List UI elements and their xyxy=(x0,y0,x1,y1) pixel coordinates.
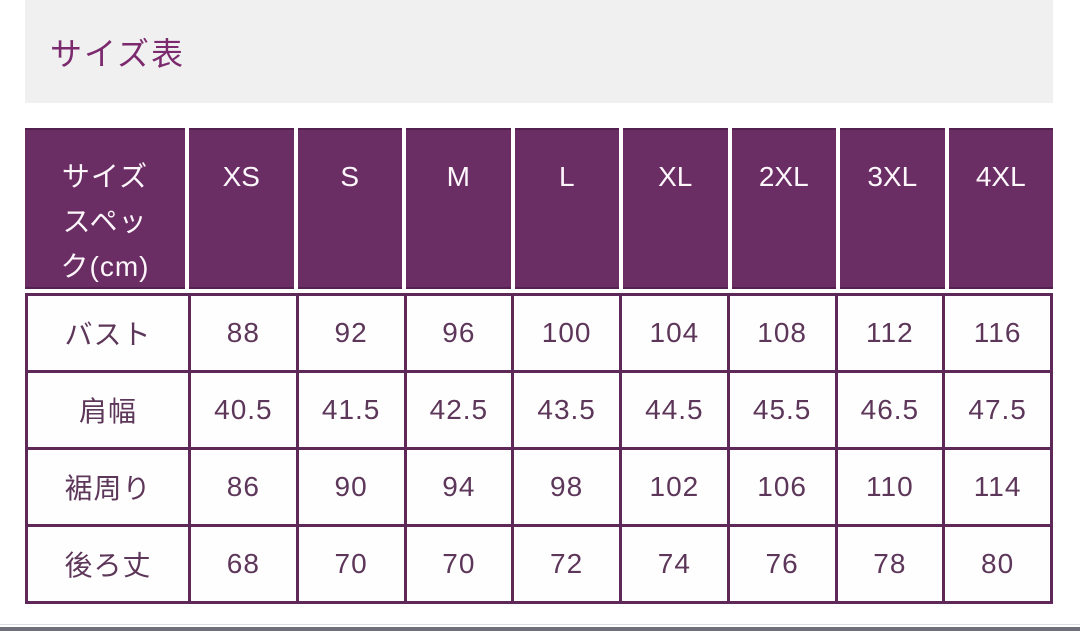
cell-shoulder-2xl: 45.5 xyxy=(729,373,835,447)
cell-hem-4xl: 114 xyxy=(945,450,1050,524)
cell-bust-l: 100 xyxy=(514,296,619,370)
cell-backlength-2xl: 76 xyxy=(729,527,835,601)
footer-divider-dark xyxy=(0,627,1080,631)
header-cell-size-2xl: 2XL xyxy=(731,128,836,289)
header-cell-size-4xl: 4XL xyxy=(948,128,1053,289)
cell-backlength-3xl: 78 xyxy=(837,527,943,601)
header-cell-size-3xl: 3XL xyxy=(840,128,945,289)
cell-hem-xs: 86 xyxy=(191,450,296,524)
cell-bust-s: 92 xyxy=(298,296,404,370)
cell-hem-3xl: 110 xyxy=(837,450,943,524)
cell-bust-xl: 104 xyxy=(622,296,727,370)
cell-bust-xs: 88 xyxy=(191,296,296,370)
header-cell-size-xl: XL xyxy=(623,128,728,289)
size-chart-table: サイズ スペッ ク(cm) XS S M L XL 2XL 3XL 4XL バス… xyxy=(25,128,1053,604)
header-cell-size-m: M xyxy=(406,128,511,289)
header-cell-size-xs: XS xyxy=(189,128,294,289)
row-label-hem: 裾周り xyxy=(28,450,188,524)
table-header-row: サイズ スペッ ク(cm) XS S M L XL 2XL 3XL 4XL xyxy=(25,128,1053,289)
cell-shoulder-xl: 44.5 xyxy=(622,373,727,447)
row-label-backlength: 後ろ丈 xyxy=(28,527,188,601)
cell-shoulder-s: 41.5 xyxy=(298,373,404,447)
footer-divider-light xyxy=(0,624,1080,625)
table-body: バスト 88 92 96 100 104 108 112 116 肩幅 40.5… xyxy=(25,293,1053,604)
cell-hem-m: 94 xyxy=(406,450,512,524)
cell-bust-2xl: 108 xyxy=(729,296,835,370)
header-cell-spec: サイズ スペッ ク(cm) xyxy=(25,128,185,289)
cell-shoulder-l: 43.5 xyxy=(514,373,619,447)
cell-bust-3xl: 112 xyxy=(837,296,943,370)
cell-backlength-4xl: 80 xyxy=(945,527,1050,601)
cell-hem-s: 90 xyxy=(298,450,404,524)
cell-hem-l: 98 xyxy=(514,450,619,524)
cell-backlength-m: 70 xyxy=(406,527,512,601)
title-band: サイズ表 xyxy=(25,0,1053,103)
cell-backlength-l: 72 xyxy=(514,527,619,601)
header-cell-size-l: L xyxy=(514,128,619,289)
header-cell-size-s: S xyxy=(297,128,402,289)
cell-bust-m: 96 xyxy=(406,296,512,370)
cell-bust-4xl: 116 xyxy=(945,296,1050,370)
cell-backlength-xl: 74 xyxy=(622,527,727,601)
row-label-bust: バスト xyxy=(28,296,188,370)
cell-hem-xl: 102 xyxy=(622,450,727,524)
cell-shoulder-m: 42.5 xyxy=(406,373,512,447)
cell-hem-2xl: 106 xyxy=(729,450,835,524)
row-label-shoulder: 肩幅 xyxy=(28,373,188,447)
cell-shoulder-3xl: 46.5 xyxy=(837,373,943,447)
page-title: サイズ表 xyxy=(50,35,186,72)
cell-shoulder-4xl: 47.5 xyxy=(945,373,1050,447)
cell-backlength-s: 70 xyxy=(298,527,404,601)
cell-shoulder-xs: 40.5 xyxy=(191,373,296,447)
cell-backlength-xs: 68 xyxy=(191,527,296,601)
